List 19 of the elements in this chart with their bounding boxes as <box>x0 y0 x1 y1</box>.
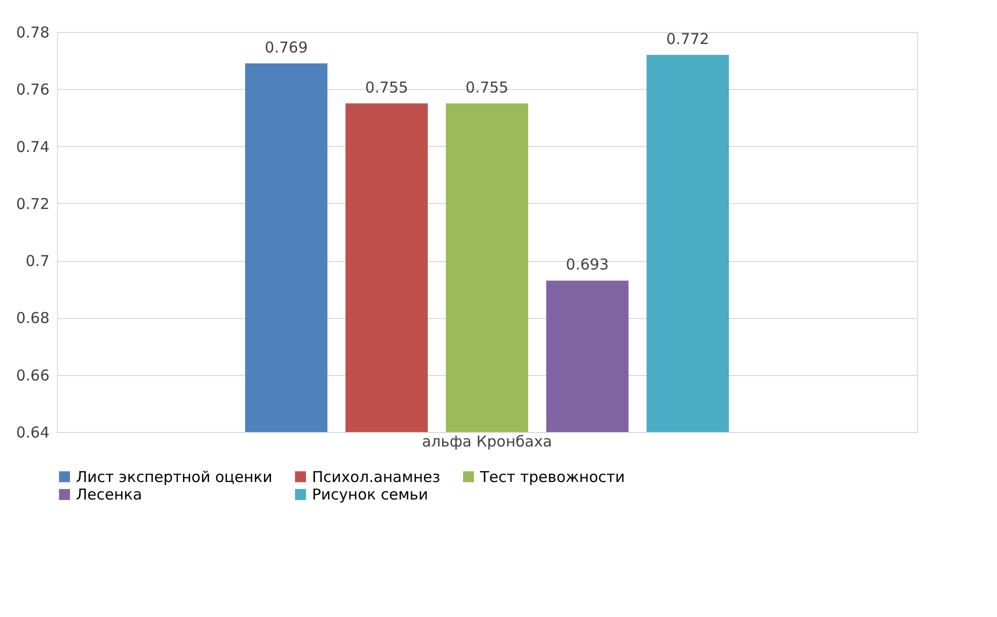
y-tick-label: 0.74 <box>16 138 50 156</box>
legend-label: Лист экспертной оценки <box>76 468 272 486</box>
legend-label: Рисунок семьи <box>312 486 428 504</box>
data-label: 0.755 <box>365 78 408 96</box>
data-label: 0.772 <box>666 30 710 48</box>
x-tick-label: альфа Кронбаха <box>422 432 552 450</box>
y-tick-label: 0.78 <box>16 24 50 42</box>
y-tick-label: 0.7 <box>26 252 50 270</box>
legend-label: Психол.анамнез <box>312 468 440 486</box>
data-label: 0.769 <box>264 38 308 56</box>
y-tick-label: 0.64 <box>16 424 50 442</box>
data-label: 0.755 <box>466 78 508 96</box>
y-tick-label: 0.76 <box>16 80 50 99</box>
y-tick-label: 0.68 <box>16 309 50 328</box>
data-label: 0.693 <box>566 256 609 274</box>
y-tick-label: 0.66 <box>16 366 50 384</box>
y-tick-label: 0.72 <box>16 194 50 213</box>
legend-label: Тест тревожности <box>479 468 625 486</box>
legend-label: Лесенка <box>76 486 142 504</box>
